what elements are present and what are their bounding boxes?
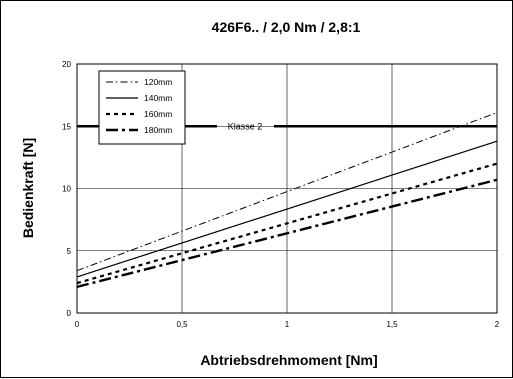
x-tick-label: 0 bbox=[75, 320, 80, 329]
y-axis-label: Bedienkraft [N] bbox=[20, 138, 36, 238]
x-tick-label: 2 bbox=[495, 320, 500, 329]
y-tick-label: 10 bbox=[62, 185, 71, 194]
x-tick-labels: 0 0,5 1 1,5 2 bbox=[75, 320, 500, 329]
series-line-180mm bbox=[76, 178, 498, 289]
y-tick-labels: 0 5 10 15 20 bbox=[62, 60, 71, 318]
y-tick-label: 15 bbox=[62, 122, 71, 131]
series-line-120mm bbox=[76, 112, 498, 272]
legend-label-140mm: 140mm bbox=[144, 93, 172, 103]
series-line-140mm bbox=[76, 140, 498, 278]
x-tick-label: 0,5 bbox=[176, 320, 188, 329]
series-lines bbox=[76, 112, 498, 289]
x-tick-label: 1,5 bbox=[386, 320, 398, 329]
y-tick-label: 0 bbox=[67, 309, 72, 318]
chart-title: 426F6.. / 2,0 Nm / 2,8:1 bbox=[212, 19, 361, 35]
x-axis-label: Abtriebsdrehmoment [Nm] bbox=[200, 352, 377, 368]
x-tick-label: 1 bbox=[285, 320, 290, 329]
reference-line-label: Klasse 2 bbox=[228, 121, 263, 131]
legend-label-180mm: 180mm bbox=[144, 125, 172, 135]
y-tick-label: 20 bbox=[62, 60, 71, 69]
legend-box bbox=[98, 70, 186, 145]
legend-label-120mm: 120mm bbox=[144, 77, 172, 87]
legend: 120mm 140mm 160mm 180mm bbox=[98, 70, 186, 145]
legend-label-160mm: 160mm bbox=[144, 109, 172, 119]
y-tick-label: 5 bbox=[67, 247, 72, 256]
series-line-160mm bbox=[76, 162, 498, 285]
